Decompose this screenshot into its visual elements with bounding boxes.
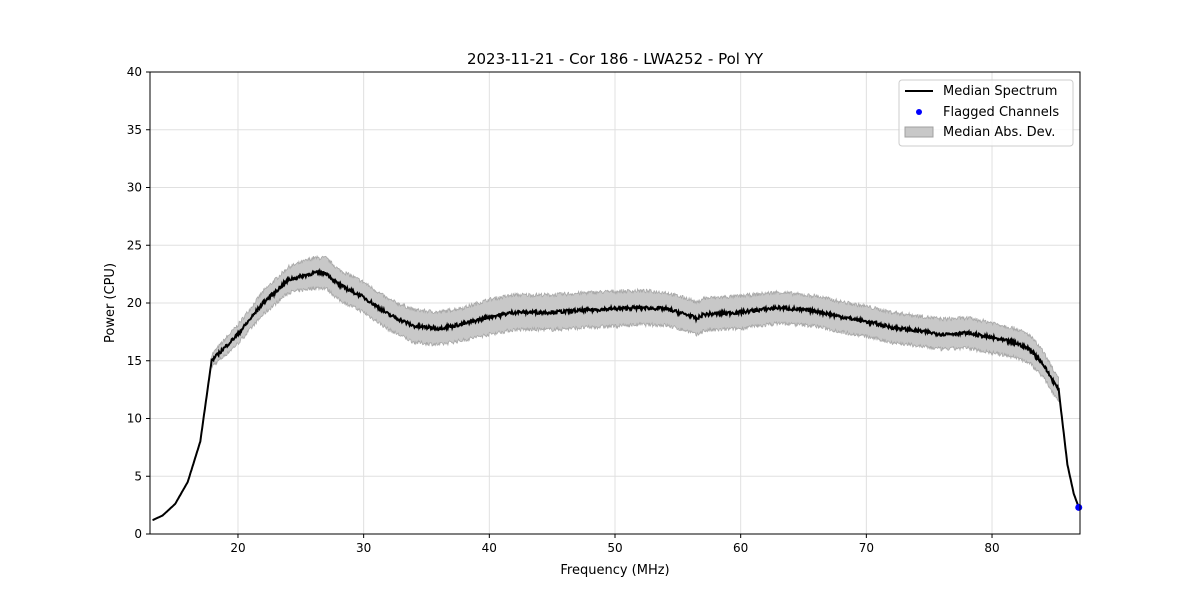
legend-box [898, 79, 1074, 147]
y-tick-label: 40 [127, 65, 142, 79]
y-tick-label: 0 [134, 527, 142, 541]
legend: Median Spectrum Flagged Channels Median … [898, 79, 1074, 147]
x-axis-label: Frequency (MHz) [560, 563, 669, 578]
chart-title: 2023-11-21 - Cor 186 - LWA252 - Pol YY [467, 50, 764, 68]
y-tick-label: 25 [127, 238, 142, 252]
median-abs-dev-band [211, 254, 1059, 402]
legend-flagged-label: Flagged Channels [943, 105, 1059, 120]
y-tick-label: 30 [127, 181, 142, 195]
flagged-channel-point [1075, 503, 1083, 511]
y-axis-label: Power (CPU) [103, 263, 118, 343]
x-tick-label: 70 [859, 541, 874, 555]
x-tick-label: 30 [356, 541, 371, 555]
x-tick-label: 60 [733, 541, 748, 555]
x-tick-label: 80 [984, 541, 999, 555]
y-tick-label: 15 [127, 354, 142, 368]
x-tick-label: 40 [482, 541, 497, 555]
y-tick-label: 20 [127, 296, 142, 310]
y-tick-label: 35 [127, 123, 142, 137]
legend-flagged-swatch [916, 109, 922, 115]
y-tick-label: 10 [127, 412, 142, 426]
median-spectrum-line [152, 267, 1080, 522]
legend-mad-swatch [904, 126, 934, 138]
y-tick-label: 5 [134, 469, 142, 483]
x-tick-label: 50 [607, 541, 622, 555]
legend-mad-label: Median Abs. Dev. [943, 125, 1055, 140]
x-tick-label: 20 [230, 541, 245, 555]
legend-median-label: Median Spectrum [943, 84, 1057, 99]
